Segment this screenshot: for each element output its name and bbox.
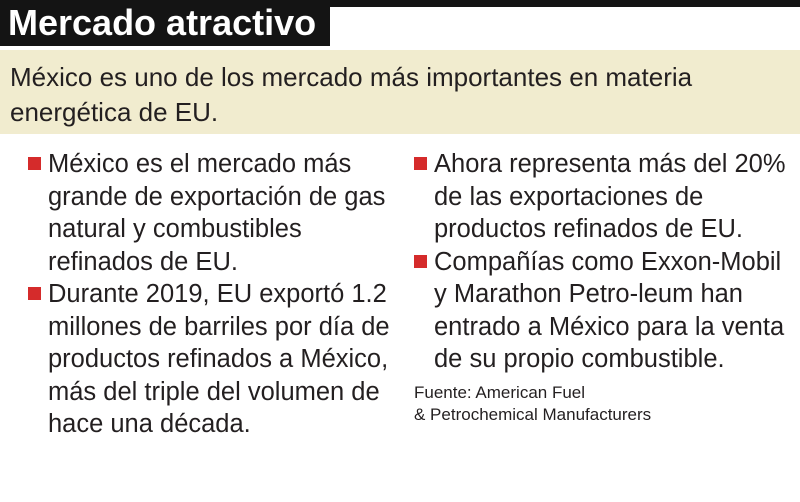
source-note: Fuente: American Fuel & Petrochemical Ma… (414, 382, 794, 426)
bullet-text: Compañías como Exxon-Mobil y Marathon Pe… (434, 247, 785, 374)
title-bar: Mercado atractivo (0, 0, 800, 46)
subtitle-box: México es uno de los mercado más importa… (0, 50, 800, 134)
right-column: Ahora representa más del 20% de las expo… (414, 148, 794, 426)
red-square-bullet-icon (414, 157, 427, 170)
bullet-item: Durante 2019, EU exportó 1.2 millones de… (28, 278, 398, 441)
infographic-title: Mercado atractivo (0, 0, 331, 46)
bullet-text: Ahora representa más del 20% de las expo… (434, 150, 786, 243)
bullet-item: Compañías como Exxon-Mobil y Marathon Pe… (414, 246, 794, 376)
bullet-text: Durante 2019, EU exportó 1.2 millones de… (48, 280, 390, 438)
red-square-bullet-icon (28, 287, 41, 300)
source-line: Fuente: American Fuel (414, 382, 586, 402)
bullet-item: México es el mercado más grande de expor… (28, 148, 398, 278)
bullet-item: Ahora representa más del 20% de las expo… (414, 148, 794, 246)
bullet-text: México es el mercado más grande de expor… (48, 150, 386, 276)
subtitle-text: México es uno de los mercado más importa… (10, 62, 693, 127)
left-column: México es el mercado más grande de expor… (28, 148, 398, 441)
red-square-bullet-icon (28, 157, 41, 170)
title-rule (330, 0, 800, 7)
red-square-bullet-icon (414, 254, 427, 268)
source-line: & Petrochemical Manufacturers (414, 404, 652, 424)
